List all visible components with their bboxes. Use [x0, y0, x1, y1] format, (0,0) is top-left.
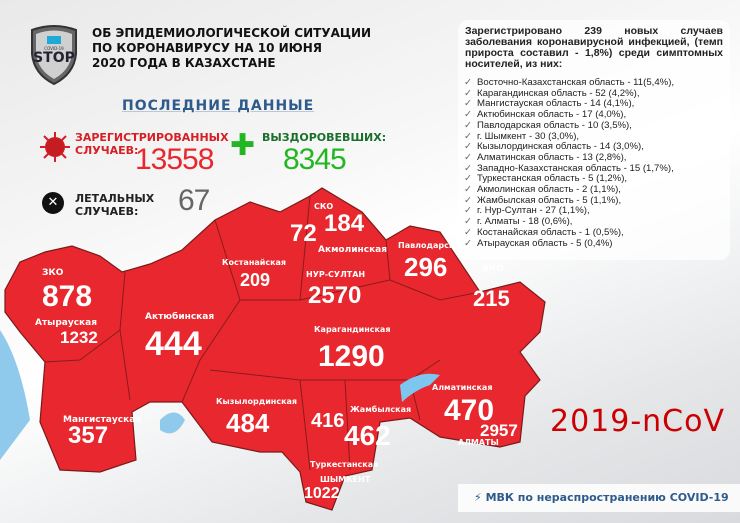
recovered-label: ВЫЗДОРОВЕВШИХ:: [262, 131, 387, 144]
list-item: Карагандинская область - 52 (4,2%),: [477, 88, 674, 100]
ncov-label: 2019-nCoV: [550, 404, 726, 439]
registered-count: 13558: [135, 143, 214, 176]
title-line: ПО КОРОНАВИРУСУ НА 10 ИЮНЯ: [92, 41, 323, 55]
svg-text:STOP: STOP: [33, 50, 75, 66]
region-case-count: 416: [311, 410, 345, 432]
list-item: Западно-Казахстанская область - 15 (1,7%…: [477, 163, 674, 175]
region-case-count: 209: [240, 270, 271, 290]
plus-icon: ✚: [230, 128, 256, 163]
registered-label: ЗАРЕГИСТРИРОВАННЫХ СЛУЧАЕВ:: [75, 131, 229, 157]
region-name: Карагандинская: [314, 325, 391, 334]
region-case-count: 484: [226, 408, 270, 438]
region-case-count: 357: [68, 422, 109, 449]
footer-text: МВК по нераспространению COVID-19: [485, 491, 729, 504]
list-item: Акмолинская область - 2 (1,1%),: [477, 184, 674, 196]
label-line: ЛЕТАЛЬНЫХ: [75, 192, 155, 205]
region-case-count: 1232: [60, 328, 98, 347]
list-item: г. Шымкент - 30 (3,0%),: [477, 131, 674, 143]
footer-banner: ⚡ МВК по нераспространению COVID-19: [458, 484, 740, 512]
balkhash-lake: [400, 373, 440, 402]
lightning-icon: ⚡: [474, 491, 482, 504]
list-item: Актюбинская область - 17 (4,0%),: [477, 109, 674, 121]
death-icon: ✕: [42, 192, 64, 214]
caspian-sea: [0, 330, 30, 460]
region-name: ЗКО: [42, 268, 64, 278]
region-name: Жамбылская: [350, 405, 412, 414]
list-item: Костанайская область - 1 (0,5%),: [477, 227, 674, 239]
region-name: Павлодарская: [398, 241, 465, 250]
region-name: НУР-СУЛТАН: [306, 270, 366, 279]
label-line: СЛУЧАЕВ:: [75, 144, 139, 157]
new-cases-intro: Зарегистрировано 239 новых случаев забол…: [465, 25, 723, 70]
region-case-count: 184: [324, 210, 365, 237]
region-case-count: 72: [290, 220, 317, 247]
region-case-count: 2570: [308, 282, 362, 309]
list-item: Алматинская область - 13 (2,8%),: [477, 152, 674, 164]
aral-sea: [160, 412, 185, 434]
region-name: СКО: [314, 202, 334, 211]
region-name: ВКО: [482, 264, 504, 274]
region-case-count: 215: [473, 286, 510, 311]
label-line: ЗАРЕГИСТРИРОВАННЫХ: [75, 131, 229, 144]
region-case-count: 1022: [304, 485, 340, 502]
region-case-count: 470: [444, 394, 495, 427]
map-outline: [4, 187, 546, 511]
region-case-count: 1290: [318, 340, 385, 373]
virus-icon: [40, 132, 70, 166]
regional-new-cases-list: Восточно-Казахстанская область - 11(5,4%…: [477, 77, 674, 250]
region-case-count: 2957: [480, 421, 518, 440]
region-case-count: 462: [344, 420, 391, 451]
region-name: Туркестанская: [310, 460, 379, 469]
svg-text:COVID-19: COVID-19: [44, 46, 64, 51]
region-name: Костанайская: [222, 258, 287, 267]
list-item: г. Нур-Султан - 27 (1,1%),: [477, 206, 674, 217]
page-title: ОБ ЭПИДЕМИОЛОГИЧЕСКОЙ СИТУАЦИИ ПО КОРОНА…: [92, 26, 371, 71]
title-line: ОБ ЭПИДЕМИОЛОГИЧЕСКОЙ СИТУАЦИИ: [92, 26, 372, 40]
region-case-count: 444: [145, 325, 202, 363]
deaths-count: 67: [178, 184, 210, 217]
latest-data-heading: ПОСЛЕДНИЕ ДАННЫЕ: [122, 98, 315, 114]
region-name: Алматинская: [432, 383, 493, 392]
region-name: Акмолинская: [318, 245, 388, 255]
list-item: Восточно-Казахстанская область - 11(5,4%…: [477, 77, 674, 89]
list-item: Туркестанская область - 5 (1,2%),: [477, 174, 674, 185]
title-line: 2020 ГОДА В КАЗАХСТАНЕ: [92, 56, 276, 70]
region-name: Кызылординская: [216, 397, 298, 406]
list-item: Павлодарская область - 10 (3,5%),: [477, 120, 674, 132]
recovered-count: 8345: [283, 143, 347, 176]
region-case-count: 296: [404, 252, 448, 282]
region-name: Актюбинская: [145, 312, 215, 322]
list-item: Мангистауская область - 14 (4,1%),: [477, 99, 674, 110]
covid-stop-logo: STOP COVID-19: [28, 24, 80, 86]
label-line: СЛУЧАЕВ:: [75, 205, 139, 218]
list-item: Кызылординская область - 14 (3,0%),: [477, 142, 674, 153]
region-case-count: 878: [42, 280, 93, 313]
list-item: Жамбылская область - 5 (1,1%),: [477, 195, 674, 207]
region-borders: [44, 195, 481, 471]
region-name: Атырауская: [35, 318, 97, 328]
region-name: ШЫМКЕНТ: [320, 475, 371, 484]
list-item: Атырауская область - 5 (0,4%): [477, 238, 674, 250]
region-name: Мангистауская: [63, 415, 142, 425]
deaths-label: ЛЕТАЛЬНЫХ СЛУЧАЕВ:: [75, 192, 154, 218]
list-item: г. Алматы - 18 (0,6%),: [477, 216, 674, 228]
region-name: АЛМАТЫ: [458, 438, 499, 447]
